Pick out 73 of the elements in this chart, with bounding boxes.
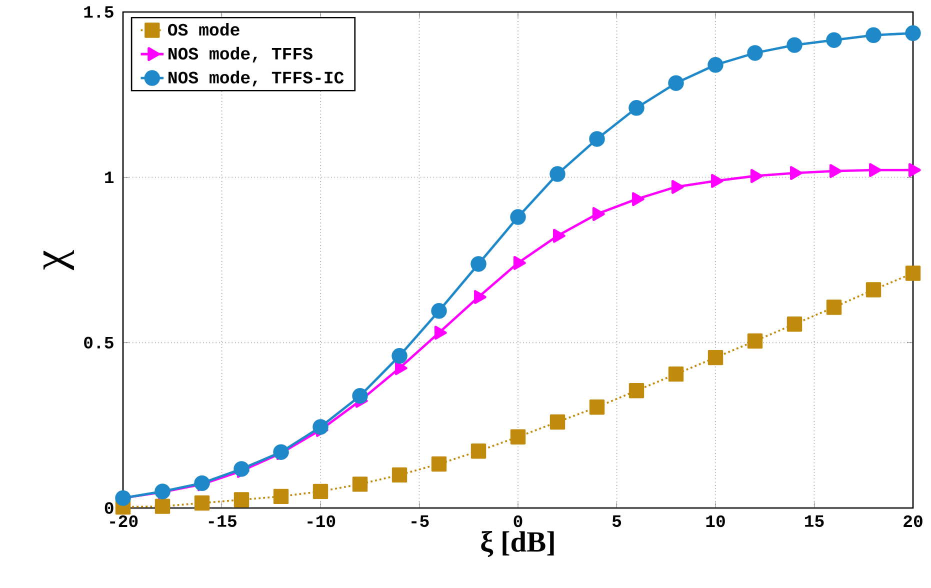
- point: [826, 300, 842, 315]
- legend-label: NOS mode, TFFS: [168, 46, 312, 62]
- point: [550, 414, 566, 430]
- point: [786, 37, 802, 53]
- point: [628, 100, 644, 116]
- point: [510, 209, 526, 225]
- y-tick-label: 1.5: [84, 6, 114, 18]
- point: [513, 256, 526, 270]
- point: [392, 467, 408, 483]
- point: [668, 366, 684, 382]
- x-tick-label: 15: [805, 515, 824, 527]
- point: [747, 333, 763, 349]
- point: [312, 419, 328, 435]
- point: [866, 27, 882, 44]
- point: [194, 475, 210, 492]
- x-tick-label: 5: [612, 515, 622, 527]
- point: [550, 166, 566, 182]
- point: [826, 32, 842, 48]
- point: [392, 348, 408, 364]
- point: [312, 484, 328, 500]
- point: [668, 75, 684, 91]
- y-tick-label: 1: [105, 172, 114, 184]
- point: [905, 25, 921, 42]
- point: [708, 350, 724, 366]
- point: [273, 444, 289, 460]
- point: [115, 490, 131, 506]
- point: [866, 282, 882, 298]
- point: [470, 444, 486, 459]
- point: [750, 169, 763, 183]
- point: [868, 163, 882, 178]
- legend-label: OS mode: [168, 22, 240, 36]
- x-axis-title: ξ [dB]: [481, 530, 554, 558]
- point: [589, 400, 605, 415]
- point: [786, 316, 802, 332]
- point: [552, 228, 566, 243]
- point: [510, 429, 526, 444]
- point: [154, 498, 170, 514]
- point: [710, 174, 724, 188]
- point: [592, 207, 605, 221]
- point: [352, 476, 368, 492]
- x-tick-label: 20: [904, 515, 922, 528]
- point: [632, 192, 644, 206]
- point: [829, 164, 842, 178]
- point: [628, 383, 644, 398]
- x-tick-label: 10: [706, 515, 725, 528]
- x-tick-label: -20: [110, 515, 138, 528]
- point: [194, 495, 210, 511]
- point: [394, 361, 408, 376]
- legend-label: NOS mode, TFFS-IC: [168, 70, 344, 86]
- point: [908, 163, 921, 178]
- point: [234, 492, 250, 508]
- point: [154, 484, 170, 500]
- y-tick-label: 0.5: [84, 336, 114, 349]
- point: [431, 456, 447, 472]
- y-axis-title: χ: [43, 250, 74, 270]
- point: [434, 326, 447, 340]
- point: [905, 266, 921, 281]
- x-tick-label: 0: [514, 515, 522, 528]
- x-tick-label: -10: [308, 515, 336, 528]
- point: [708, 57, 724, 73]
- point: [790, 166, 802, 180]
- point: [234, 461, 250, 477]
- point: [470, 256, 486, 272]
- point: [352, 388, 368, 404]
- point: [474, 290, 486, 304]
- x-tick-label: -15: [208, 515, 236, 527]
- y-tick-label: 0: [104, 502, 114, 514]
- point: [589, 131, 605, 147]
- point: [747, 45, 763, 61]
- point: [671, 180, 684, 194]
- point: [273, 488, 289, 504]
- x-tick-label: -5: [412, 515, 429, 527]
- point: [431, 303, 447, 319]
